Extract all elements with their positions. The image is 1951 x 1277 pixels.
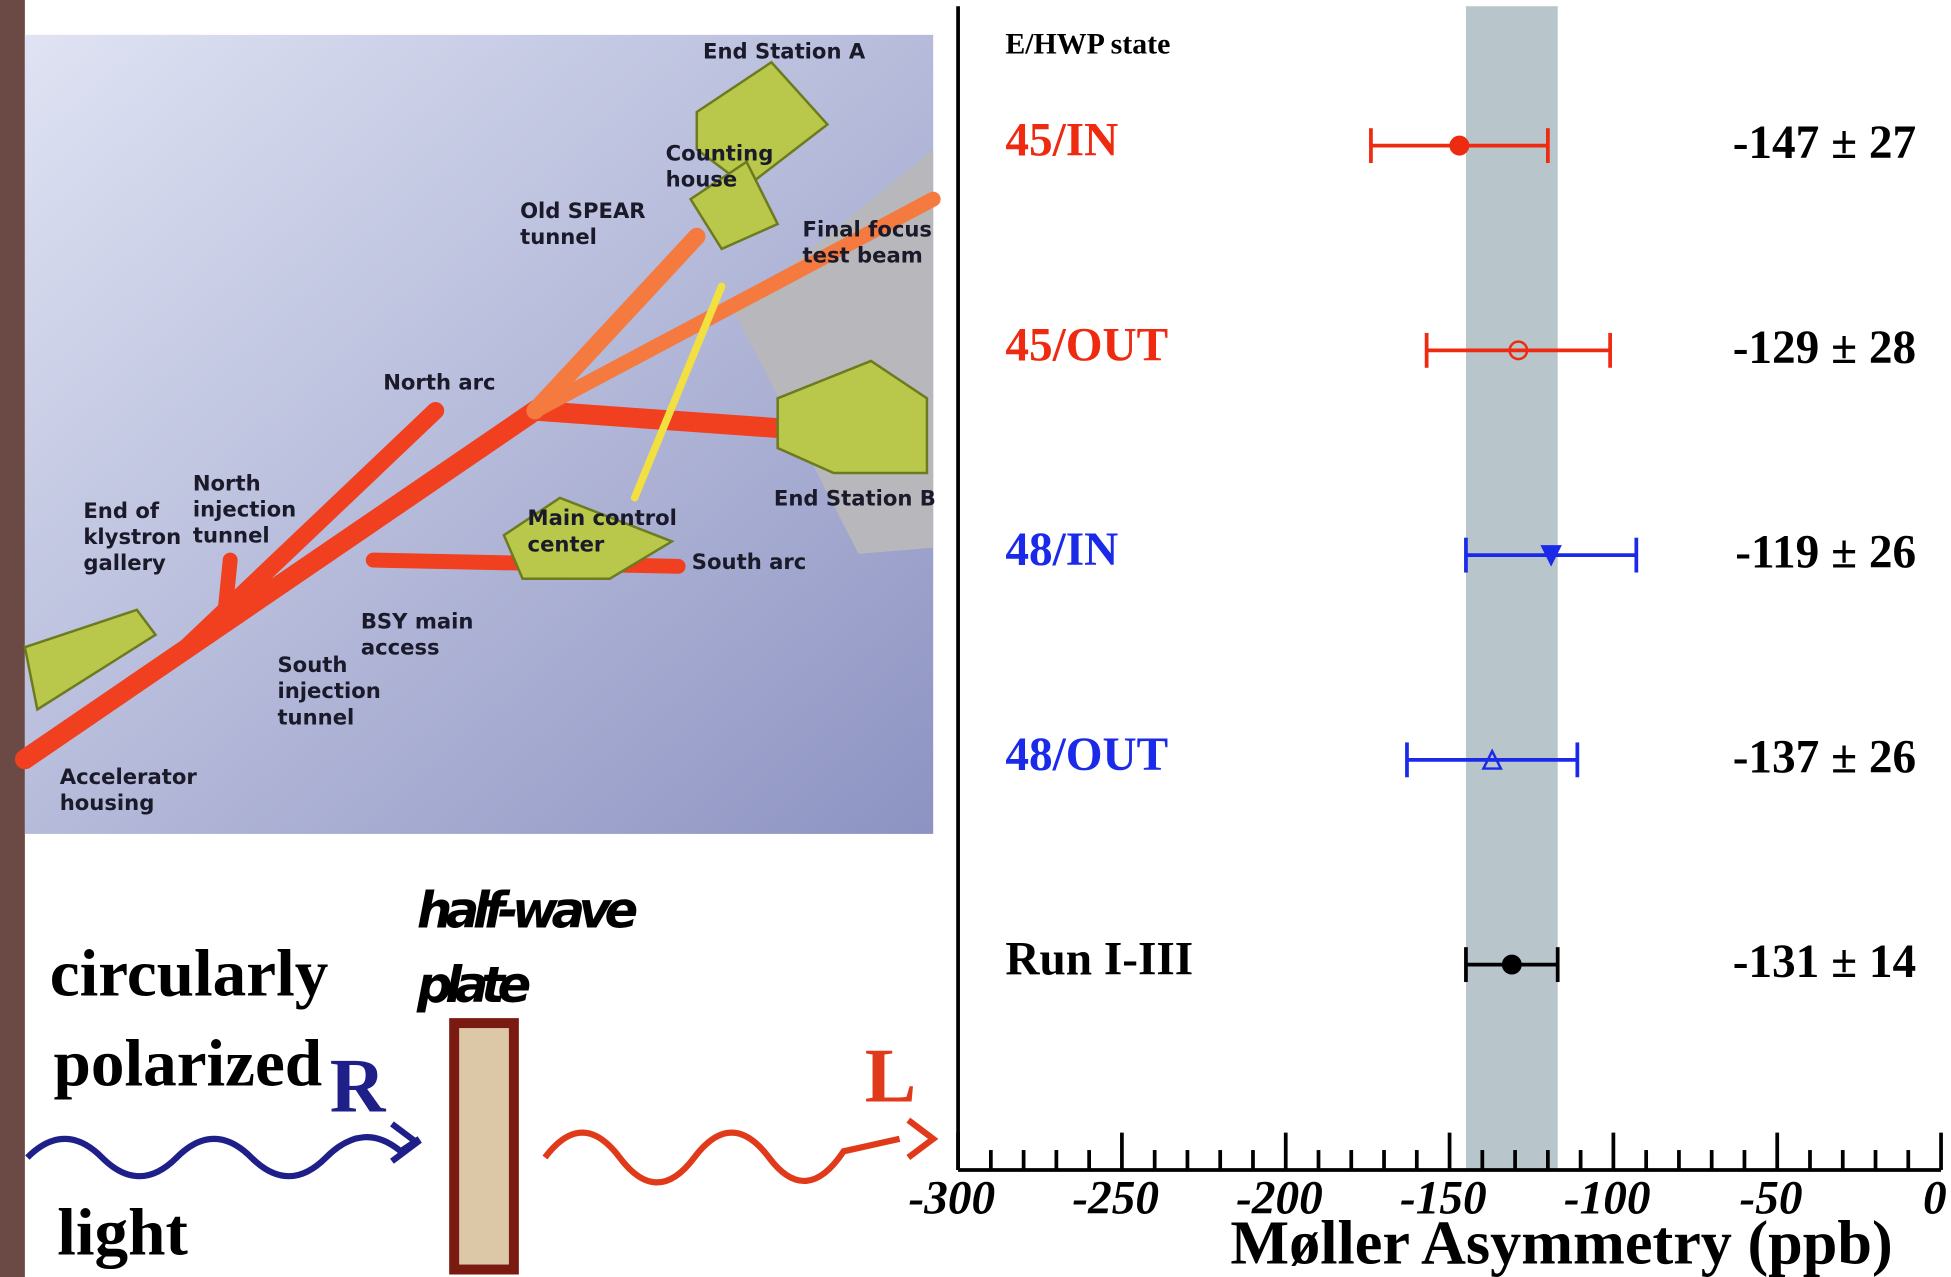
map-label: housing [60, 790, 155, 815]
value-label: -147 ± 27 [1733, 117, 1916, 169]
map-label: South arc [692, 549, 807, 574]
value-label: -137 ± 26 [1733, 731, 1916, 783]
marker [1503, 956, 1520, 973]
plate-label: half-wave [417, 881, 638, 939]
map-label: North [193, 470, 261, 495]
map-label: center [528, 531, 605, 556]
map-label: End Station B [774, 485, 936, 510]
map-label: North arc [383, 370, 495, 395]
map-label: house [666, 167, 738, 192]
map-label: Old SPEAR [520, 198, 645, 223]
slide: -300-250-200-150-100-500Møller Asymmetry… [0, 0, 1951, 1277]
band [1466, 6, 1558, 1170]
map-label: South [277, 652, 347, 677]
map-label: injection [193, 497, 296, 522]
light-label: light [57, 1195, 188, 1270]
incoming-arrow [392, 1124, 417, 1161]
outgoing-label: L [865, 1032, 916, 1118]
map-label: Counting [666, 141, 774, 166]
category-label: 45/OUT [1005, 319, 1168, 371]
map-label: access [361, 635, 440, 660]
map-label: Accelerator [60, 764, 198, 789]
light-label: polarized [54, 1025, 323, 1100]
half-wave-plate [454, 1023, 514, 1269]
map-label: klystron [83, 524, 181, 549]
map-label: Final focus [803, 216, 932, 241]
map-label: gallery [83, 550, 166, 575]
map-label: tunnel [277, 704, 354, 729]
map-label: tunnel [193, 523, 270, 548]
value-label: -131 ± 14 [1733, 936, 1916, 988]
x-axis-title: Møller Asymmetry (ppb) [1230, 1209, 1892, 1277]
photo-strip [0, 0, 25, 1277]
map-label: End Station A [703, 38, 866, 63]
x-tick-label: -300 [909, 1173, 996, 1225]
light-label: circularly [50, 936, 329, 1011]
site-map [25, 35, 933, 834]
outgoing-arrow [908, 1120, 933, 1157]
header: E/HWP state [1005, 28, 1170, 61]
x-tick-label: 0 [1923, 1173, 1947, 1225]
category-label: Run I-III [1005, 934, 1193, 986]
marker [1451, 137, 1468, 154]
incoming-label: R [330, 1042, 387, 1128]
x-tick-label: -250 [1072, 1173, 1159, 1225]
plate-label: plate [416, 956, 531, 1014]
category-label: 48/IN [1005, 524, 1118, 576]
map-label: tunnel [520, 224, 597, 249]
value-label: -129 ± 28 [1733, 322, 1916, 374]
map-label: Main control [528, 505, 677, 530]
map-label: injection [277, 678, 380, 703]
map-label: End of [83, 498, 159, 523]
category-label: 48/OUT [1005, 729, 1168, 781]
page: {"chart_data": {"type": "errorbar", "hea… [0, 0, 1951, 1277]
map-label: BSY main [361, 609, 474, 634]
map-label: test beam [803, 243, 923, 268]
category-label: 45/IN [1005, 115, 1118, 167]
value-label: -119 ± 26 [1735, 527, 1916, 579]
outgoing-wave [545, 1133, 900, 1183]
incoming-wave [27, 1137, 419, 1176]
